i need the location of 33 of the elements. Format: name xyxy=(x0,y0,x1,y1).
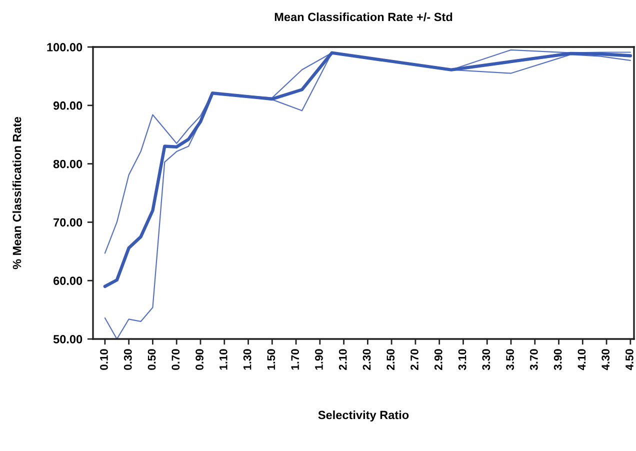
y-tick-label: 70.00 xyxy=(54,218,82,227)
x-tick-label: 2.10 xyxy=(338,349,347,370)
y-tick-label: 50.00 xyxy=(53,335,82,344)
x-tick-label: 3.70 xyxy=(530,349,538,370)
x-tick-label: 1.90 xyxy=(315,349,323,370)
x-tick-label: 1.50 xyxy=(267,349,276,370)
y-axis-title: % Mean Classification Rate xyxy=(12,116,22,270)
x-tick-label: 2.50 xyxy=(386,349,395,370)
x-tick-label: 2.70 xyxy=(410,349,418,370)
x-tick-label: 1.70 xyxy=(291,349,300,370)
x-tick-label: 3.90 xyxy=(554,349,562,370)
x-tick-label: 0.10 xyxy=(100,349,108,370)
y-tick-label: 60.00 xyxy=(53,276,82,285)
x-tick-label: 4.50 xyxy=(626,349,634,370)
x-tick-label: 4.30 xyxy=(602,349,610,370)
x-tick-label: 2.90 xyxy=(434,349,442,370)
x-axis-title: Selectivity Ratio xyxy=(318,410,409,422)
x-tick-label: 1.10 xyxy=(219,349,228,370)
x-tick-label: 0.50 xyxy=(148,349,156,370)
x-tick-label: 4.10 xyxy=(578,349,586,370)
x-tick-label: 0.30 xyxy=(124,349,132,370)
x-tick-label: 3.10 xyxy=(458,349,466,370)
x-tick-label: 0.70 xyxy=(172,349,180,370)
y-tick-label: 90.00 xyxy=(53,101,82,110)
y-tick-label: 100.00 xyxy=(47,43,82,52)
y-tick-label: 80.00 xyxy=(53,160,82,168)
x-tick-label: 3.50 xyxy=(506,349,514,370)
x-tick-label: 2.30 xyxy=(362,349,371,370)
chart-title: Mean Classification Rate +/- Std xyxy=(274,12,452,22)
line-series xyxy=(103,51,632,288)
x-tick-label: 3.30 xyxy=(482,349,490,370)
x-tick-label: 1.30 xyxy=(243,349,252,370)
x-tick-label: 0.90 xyxy=(196,349,204,370)
